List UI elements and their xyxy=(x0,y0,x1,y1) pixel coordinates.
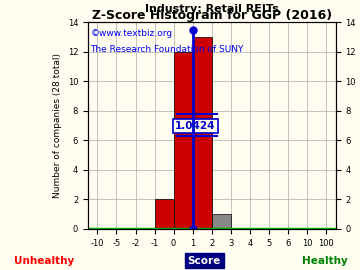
Text: Unhealthy: Unhealthy xyxy=(14,256,74,266)
Text: 1.0424: 1.0424 xyxy=(175,121,216,131)
Bar xyxy=(174,52,193,229)
Text: Score: Score xyxy=(188,256,221,266)
Text: Industry: Retail REITs: Industry: Retail REITs xyxy=(145,4,279,14)
Bar xyxy=(193,37,212,229)
Bar xyxy=(212,214,231,229)
Title: Z-Score Histogram for GGP (2016): Z-Score Histogram for GGP (2016) xyxy=(92,9,332,22)
Y-axis label: Number of companies (28 total): Number of companies (28 total) xyxy=(53,53,62,198)
Text: The Research Foundation of SUNY: The Research Foundation of SUNY xyxy=(90,45,244,54)
Text: ©www.textbiz.org: ©www.textbiz.org xyxy=(90,29,172,38)
Text: Healthy: Healthy xyxy=(302,256,348,266)
Bar xyxy=(154,199,174,229)
